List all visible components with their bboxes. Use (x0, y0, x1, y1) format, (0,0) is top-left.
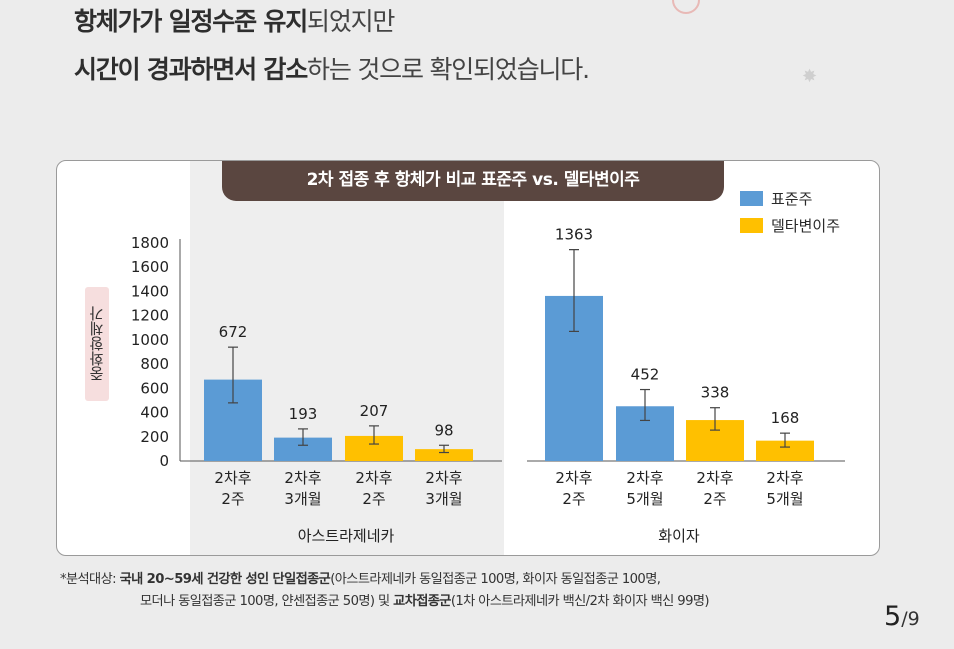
x-tick-label-line-2: 2주 (703, 490, 726, 508)
legend-label-delta: 델타변이주 (771, 217, 841, 235)
headline-line-1-rest: 되었지만 (307, 7, 395, 36)
footnote-prefix: *분석대상: (60, 572, 120, 587)
footnote-line-2: 모더나 동일접종군 100명, 얀센접종군 50명) 및 교차접종군(1차 아스… (60, 591, 710, 613)
headline-line-2-bold: 시간이 경과하면서 감소 (74, 55, 308, 84)
x-tick-label-line-2: 2주 (562, 490, 585, 508)
x-tick-label-line-1: 2차후 (284, 469, 321, 487)
data-label: 338 (701, 384, 730, 402)
footnote-line-1: *분석대상: 국내 20~59세 건강한 성인 단일접종군(아스트라제네카 동일… (60, 569, 709, 591)
data-label: 207 (360, 402, 389, 420)
page-indicator: 5/9 (884, 601, 920, 632)
data-label: 672 (219, 323, 248, 341)
y-tick-label: 800 (140, 355, 169, 373)
astrazeneca-panel-background (190, 161, 504, 555)
page-current: 5 (884, 601, 902, 632)
y-tick-label: 600 (140, 379, 169, 397)
legend-swatch-standard (740, 191, 763, 206)
group-label: 아스트라제네카 (298, 527, 395, 545)
data-label: 193 (289, 405, 318, 423)
x-tick-label-line-1: 2차후 (766, 469, 803, 487)
chart-legend: 표준주 델타변이주 (740, 185, 840, 239)
data-label: 98 (434, 421, 453, 439)
y-tick-label: 1800 (131, 234, 169, 252)
footnote-text-2: 모더나 동일접종군 100명, 얀센접종군 50명) 및 (140, 594, 394, 609)
x-tick-label-line-2: 5개월 (766, 490, 803, 508)
x-tick-label-line-1: 2차후 (696, 469, 733, 487)
y-tick-label: 1200 (131, 307, 169, 325)
bar (756, 440, 814, 461)
footnote-text-1: (아스트라제네카 동일접종군 100명, 화이자 동일접종군 100명, (330, 572, 661, 587)
x-tick-label-line-1: 2차후 (355, 469, 392, 487)
x-tick-label-line-2: 2주 (362, 490, 385, 508)
y-tick-label: 1000 (131, 331, 169, 349)
chart-card: 2차 접종 후 항체가 비교 표준주 vs. 델타변이주 표준주 델타변이주 중… (56, 160, 880, 556)
footnote-text-3: (1차 아스트라제네카 백신/2차 화이자 백신 99명) (450, 594, 710, 609)
headline-line-1: 항체가가 일정수준 유지되었지만 (74, 2, 395, 38)
data-label: 1363 (555, 226, 593, 244)
legend-item-delta: 델타변이주 (740, 212, 840, 239)
x-tick-label-line-2: 5개월 (626, 490, 663, 508)
headline-line-2: 시간이 경과하면서 감소하는 것으로 확인되었습니다. (74, 50, 590, 86)
footnote: *분석대상: 국내 20~59세 건강한 성인 단일접종군(아스트라제네카 동일… (60, 569, 710, 613)
x-tick-label-line-1: 2차후 (555, 469, 592, 487)
y-tick-label: 400 (140, 404, 169, 422)
footnote-bold-2: 교차접종군 (393, 594, 451, 609)
data-label: 168 (771, 409, 800, 427)
page-total: /9 (901, 608, 920, 630)
x-tick-label-line-1: 2차후 (425, 469, 462, 487)
x-tick-label-line-1: 2차후 (626, 469, 663, 487)
x-tick-label-line-2: 3개월 (284, 490, 321, 508)
x-tick-label-line-1: 2차후 (214, 469, 251, 487)
y-tick-label: 1600 (131, 258, 169, 276)
headline-line-1-bold: 항체가가 일정수준 유지 (74, 7, 308, 36)
legend-label-standard: 표준주 (771, 190, 813, 208)
chart-title: 2차 접종 후 항체가 비교 표준주 vs. 델타변이주 (222, 161, 724, 201)
x-tick-label-line-2: 2주 (221, 490, 244, 508)
bar (274, 437, 332, 461)
footnote-bold-1: 국내 20~59세 건강한 성인 단일접종군 (119, 572, 331, 587)
y-tick-label: 0 (159, 452, 169, 470)
chart-plot: 0 200 400 600 800 1000 1200 1400 1600 1800 672 2차후 2… (131, 226, 845, 545)
decorative-ring-icon (672, 0, 700, 14)
group-label: 화이자 (658, 527, 700, 545)
data-label: 452 (631, 366, 660, 384)
y-tick-label: 1400 (131, 282, 169, 300)
decorative-sparkle-icon: ✸ (802, 66, 818, 87)
headline-line-2-rest: 하는 것으로 확인되었습니다. (307, 55, 590, 84)
x-tick-label-line-2: 3개월 (425, 490, 462, 508)
legend-swatch-delta (740, 218, 763, 233)
legend-item-standard: 표준주 (740, 185, 840, 212)
bar (415, 449, 473, 461)
y-tick-label: 200 (140, 428, 169, 446)
